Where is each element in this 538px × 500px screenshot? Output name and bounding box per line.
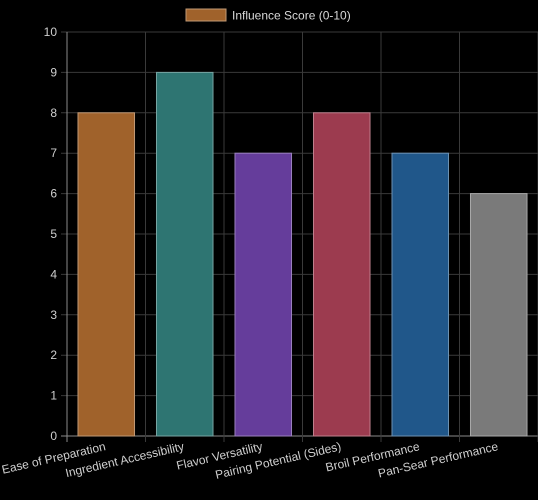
y-tick-label: 9: [50, 65, 57, 79]
y-tick-label: 4: [50, 267, 57, 281]
y-tick-label: 0: [50, 429, 57, 443]
y-tick-label: 6: [50, 187, 57, 201]
legend-label: Influence Score (0-10): [232, 9, 351, 23]
y-tick-label: 8: [50, 106, 57, 120]
grid-lines: [61, 31, 538, 442]
y-tick-label: 7: [50, 146, 57, 160]
y-tick-label: 10: [44, 25, 58, 39]
bar[interactable]: [391, 152, 450, 437]
bar[interactable]: [312, 112, 371, 437]
legend[interactable]: Influence Score (0-10): [185, 8, 351, 23]
bar[interactable]: [155, 71, 214, 437]
y-tick-label: 3: [50, 308, 57, 322]
bar[interactable]: [77, 112, 136, 437]
y-tick-label: 1: [50, 389, 57, 403]
y-tick-label: 5: [50, 227, 57, 241]
y-axis-ticks: 0 1 2 3 4 5 6 7 8 9 10: [44, 25, 58, 443]
legend-swatch: [185, 8, 227, 22]
y-tick-label: 2: [50, 348, 57, 362]
bar[interactable]: [469, 193, 528, 437]
bar[interactable]: [234, 152, 293, 437]
bars: [77, 71, 528, 437]
